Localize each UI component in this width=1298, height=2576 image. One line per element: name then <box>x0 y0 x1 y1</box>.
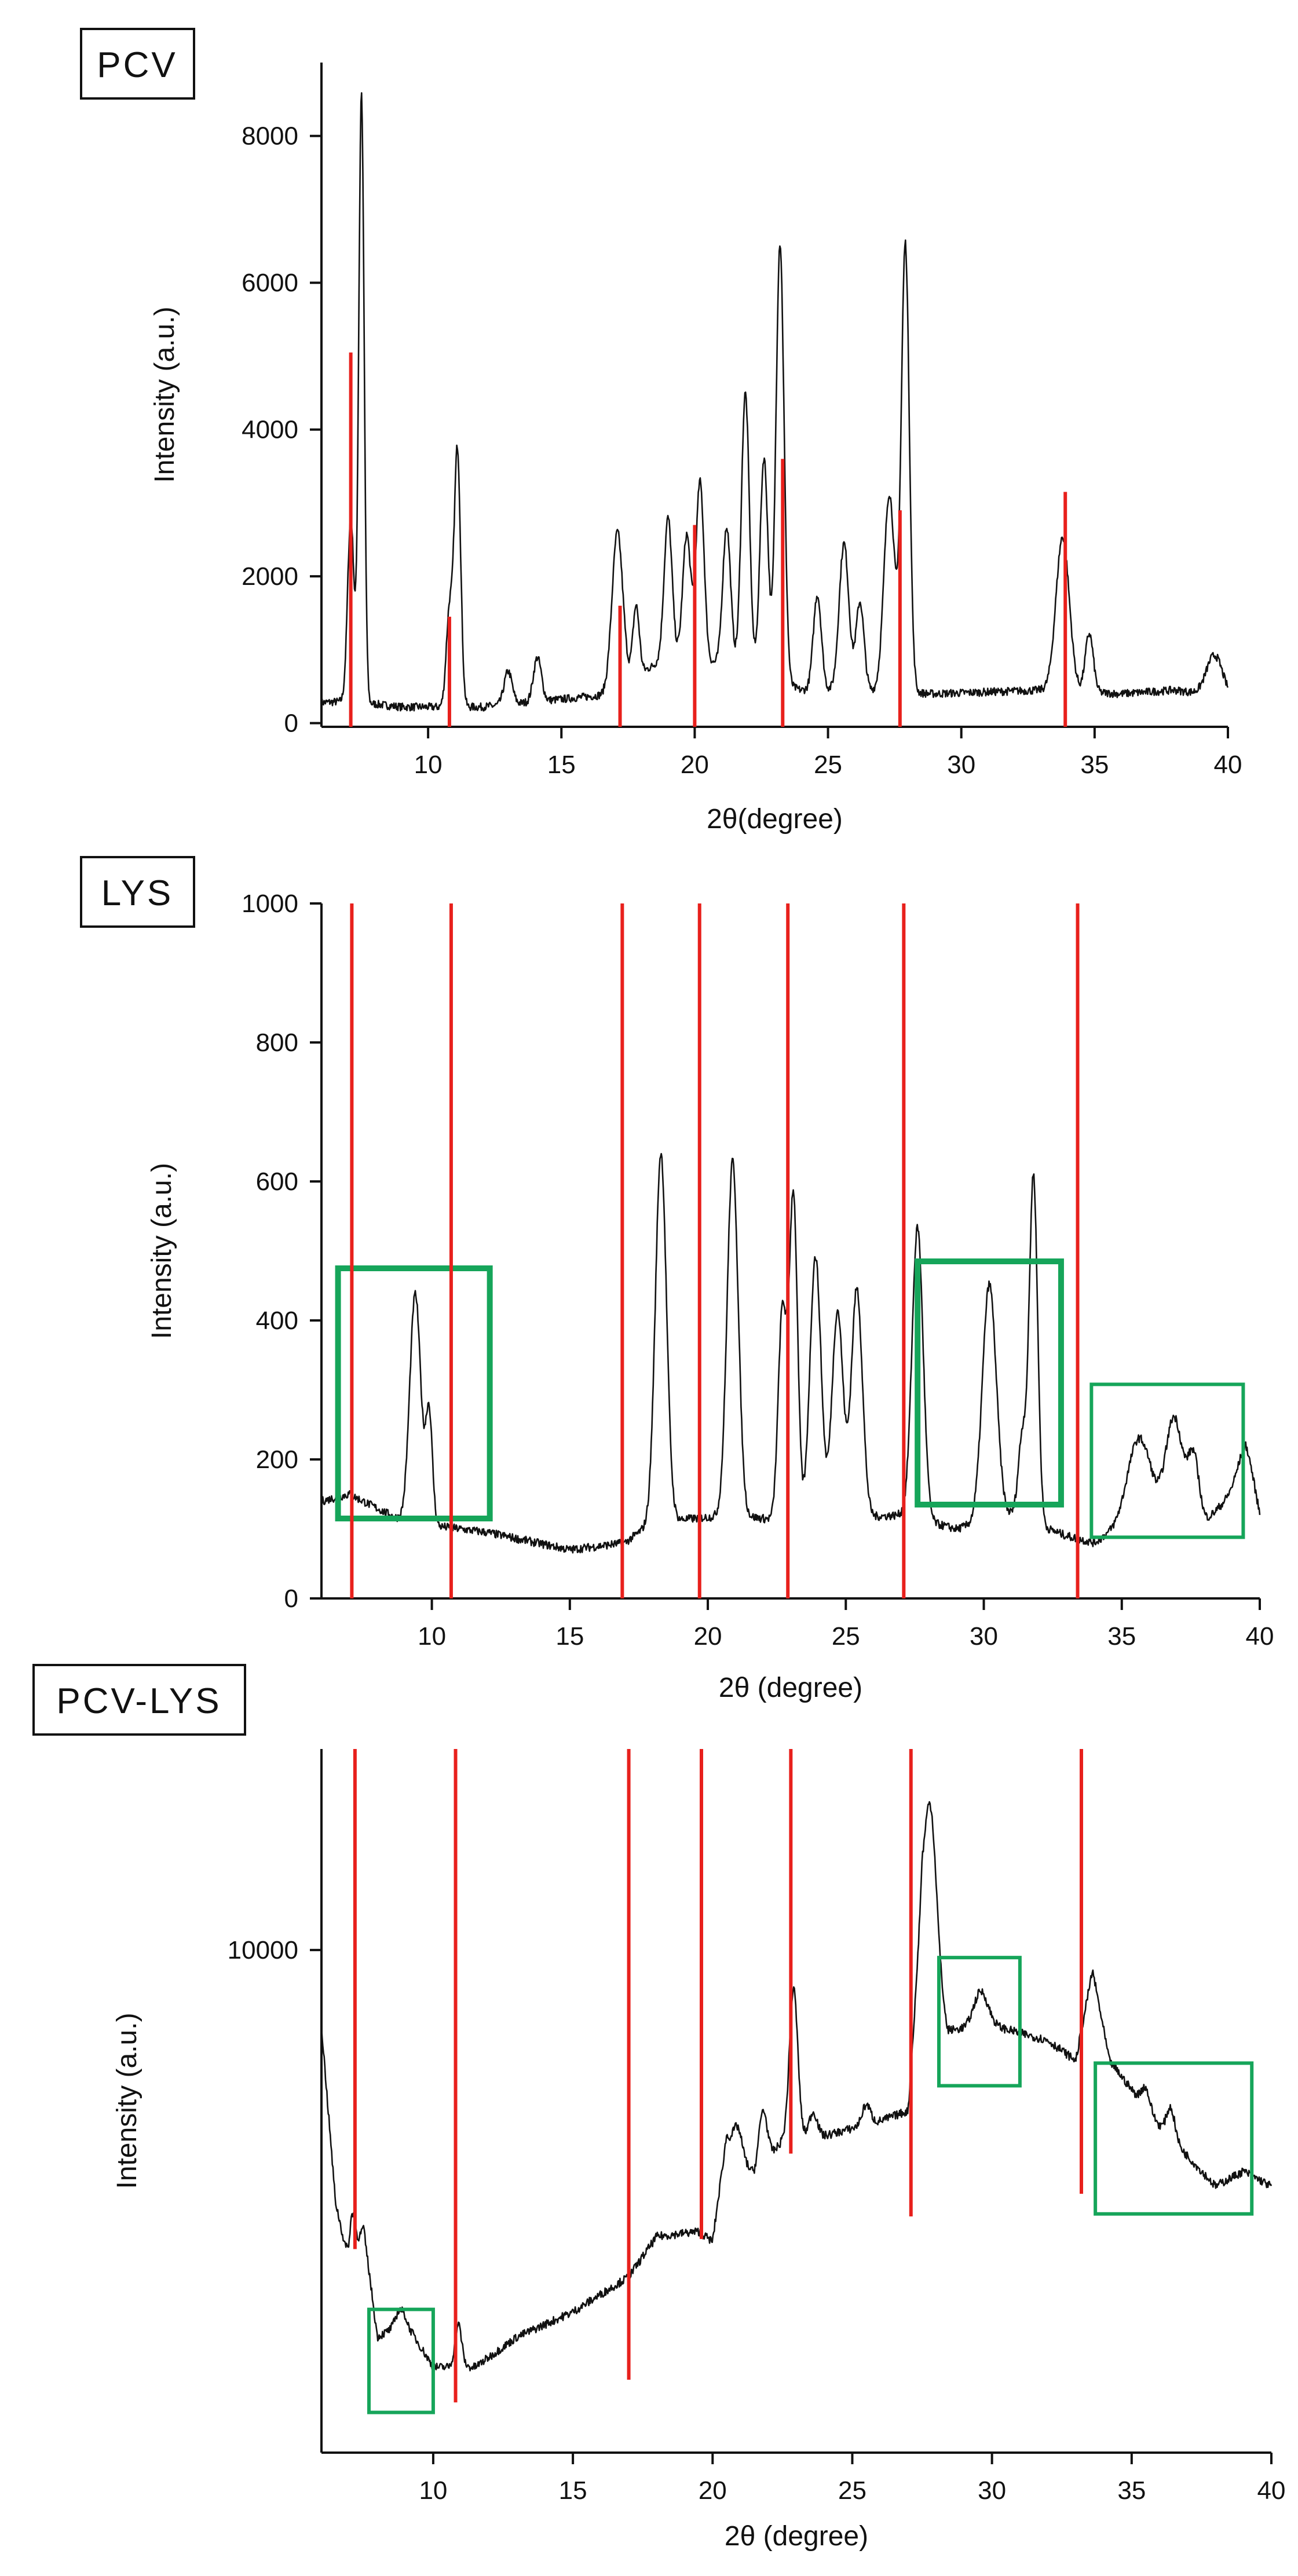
xtick-label: 15 <box>555 1622 584 1651</box>
highlight-box <box>1094 2061 1254 2216</box>
ytick-label: 1000 <box>242 890 298 918</box>
xtick-labels: 10 15 20 25 30 35 40 <box>414 751 1242 779</box>
xtick-label: 35 <box>1080 751 1109 779</box>
y-axis-title: Intensity (a.u.) <box>147 1163 177 1339</box>
xtick-label: 25 <box>832 1622 860 1651</box>
ytick-label: 10000 <box>228 1936 298 1964</box>
ytick-labels: 0 200 400 600 800 1000 <box>242 890 298 1613</box>
x-axis-title: 2θ (degree) <box>719 1673 862 1703</box>
y-axis-title: Intensity (a.u.) <box>112 2012 142 2189</box>
panel-label-box <box>80 856 195 928</box>
xtick-label: 25 <box>814 751 842 779</box>
xtick-label: 35 <box>1107 1622 1136 1651</box>
highlight-box <box>335 1265 493 1521</box>
xtick-label: 20 <box>694 1622 722 1651</box>
ytick-label: 400 <box>256 1307 298 1335</box>
xtick-label: 40 <box>1257 2476 1286 2505</box>
panel-label: LYS <box>101 873 174 913</box>
xrd-trace <box>320 92 1229 712</box>
ytick-label: 0 <box>284 709 298 738</box>
ytick-label: 800 <box>256 1029 298 1057</box>
panel-lys: LYS 0 200 400 600 800 1000 10 15 20 25 3… <box>80 856 1274 1703</box>
ytick-label: 4000 <box>242 416 298 444</box>
x-axis-title: 2θ(degree) <box>707 804 843 835</box>
ytick-label: 8000 <box>242 122 298 151</box>
xtick-labels: 10 15 20 25 30 35 40 <box>418 1622 1274 1651</box>
xtick-label: 35 <box>1117 2476 1146 2505</box>
xtick-label: 10 <box>418 1622 446 1651</box>
ytick-label: 600 <box>256 1168 298 1196</box>
xtick-label: 30 <box>970 1622 998 1651</box>
ytick-label: 0 <box>284 1585 298 1613</box>
ytick-labels: 0 2000 4000 6000 8000 <box>242 122 298 738</box>
xrd-trace <box>320 1801 1273 2372</box>
xtick-label: 25 <box>838 2476 866 2505</box>
panel-label-box <box>32 1664 246 1736</box>
panel-label: PCV-LYS <box>56 1681 221 1721</box>
highlight-box <box>937 1956 1022 2088</box>
xtick-label: 15 <box>547 751 576 779</box>
panel-label-box <box>80 28 195 100</box>
xrd-trace <box>320 1152 1261 1554</box>
panel-pcv-lys: PCV-LYS 10000 10 15 20 25 30 35 40 2θ (d… <box>32 1664 1285 2552</box>
xtick-label: 10 <box>414 751 443 779</box>
x-axis-title: 2θ (degree) <box>725 2521 868 2552</box>
panel-label: PCV <box>97 45 177 85</box>
highlight-box <box>1089 1382 1245 1539</box>
xtick-labels: 10 15 20 25 30 35 40 <box>419 2476 1285 2505</box>
ytick-label: 200 <box>256 1446 298 1474</box>
panel-pcv: PCV 0 2000 4000 6000 8000 10 15 20 25 30… <box>80 28 1242 835</box>
xtick-label: 10 <box>419 2476 447 2505</box>
highlight-box <box>367 2307 435 2414</box>
xtick-label: 20 <box>699 2476 727 2505</box>
xtick-label: 30 <box>978 2476 1006 2505</box>
xtick-label: 30 <box>947 751 975 779</box>
xtick-label: 40 <box>1214 751 1242 779</box>
ytick-labels: 10000 <box>228 1936 298 1964</box>
ytick-label: 2000 <box>242 562 298 591</box>
highlight-box <box>915 1258 1064 1507</box>
ytick-label: 6000 <box>242 269 298 297</box>
xtick-label: 40 <box>1246 1622 1274 1651</box>
xtick-label: 20 <box>681 751 709 779</box>
xtick-label: 15 <box>559 2476 587 2505</box>
y-axis-title: Intensity (a.u.) <box>149 306 180 482</box>
